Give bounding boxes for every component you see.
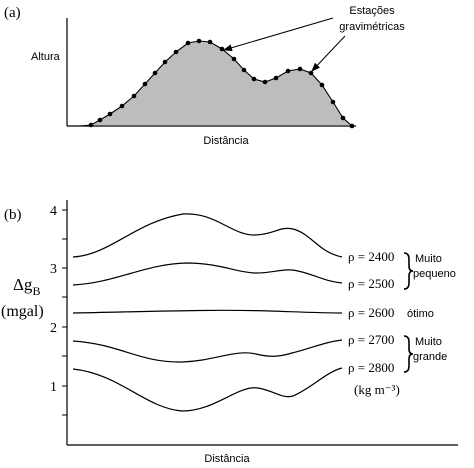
station-dot: [162, 59, 168, 65]
station-dot: [152, 70, 158, 76]
curve-rho-2500: [72, 262, 343, 286]
brace-bottom: [403, 335, 414, 373]
station-dot: [107, 111, 113, 117]
y-tick-label-2: 2: [50, 321, 57, 336]
station-dot: [142, 81, 148, 87]
panel-b: (b) ΔgB (mgal) 1 2 3 4 Distância ρ =: [1, 200, 458, 465]
topography-profile: [79, 40, 354, 127]
station-dot: [340, 115, 346, 121]
annotation-arrow-2: [311, 35, 346, 72]
station-dot: [196, 38, 202, 44]
bracket-bottom-line-2: grande: [413, 351, 447, 363]
y-tick-label-1: 1: [50, 380, 57, 395]
station-dot: [131, 93, 137, 99]
station-dot: [308, 70, 314, 76]
station-dot: [207, 39, 213, 45]
curve-rho-2600: [72, 309, 343, 314]
curve-rho-2700: [72, 339, 343, 363]
station-dot: [119, 103, 125, 109]
units-label: (kg m⁻³): [354, 382, 400, 397]
annotation-line-2: gravimétricas: [339, 21, 405, 33]
label-rho-2600: ρ = 2600: [348, 305, 394, 320]
y-label-sub: B: [32, 284, 40, 298]
panel-a-y-label: Altura: [31, 51, 61, 63]
station-dot: [88, 122, 94, 128]
panel-b-x-label: Distância: [204, 453, 250, 465]
station-dot: [185, 40, 191, 46]
bracket-bottom-line-1: Muito: [415, 336, 442, 348]
label-rho-2500: ρ = 2500: [348, 276, 394, 291]
station-dot: [319, 82, 325, 88]
station-dot: [241, 67, 247, 73]
curve-rho-2800: [72, 367, 343, 412]
annotation-line-1: Estações: [349, 5, 395, 17]
label-rho-2800: ρ = 2800: [348, 360, 394, 375]
label-rho-2700: ρ = 2700: [348, 332, 394, 347]
bracket-top-line-2: pequeno: [413, 268, 456, 280]
station-dot: [97, 117, 103, 123]
y-label-main: Δg: [13, 275, 33, 294]
bracket-top-line-1: Muito: [415, 253, 442, 265]
label-rho-2400: ρ = 2400: [348, 249, 394, 264]
station-dot: [219, 46, 225, 52]
y-ticks: [62, 209, 67, 416]
station-dot: [251, 76, 257, 82]
panel-a-x-label: Distância: [203, 135, 249, 147]
panel-b-y-label: ΔgB: [13, 275, 40, 298]
station-dot: [330, 99, 336, 105]
station-dot: [173, 49, 179, 55]
station-dot: [285, 68, 291, 74]
brace-top: [403, 252, 414, 290]
station-dot: [231, 56, 237, 62]
y-tick-label-4: 4: [50, 204, 57, 219]
station-dot: [262, 79, 268, 85]
station-dot: [349, 123, 355, 129]
panel-b-label: (b): [4, 207, 22, 223]
station-dot: [273, 75, 279, 81]
panel-a-label: (a): [4, 5, 21, 21]
station-dot: [297, 66, 303, 72]
curve-rho-2400: [72, 213, 343, 258]
optimal-label: ótimo: [407, 308, 434, 320]
panel-a: (a) Altura Distância: [4, 5, 405, 147]
panel-b-y-unit: (mgal): [1, 303, 44, 320]
y-tick-label-3: 3: [50, 262, 57, 277]
annotation-arrow-1: [223, 17, 334, 52]
